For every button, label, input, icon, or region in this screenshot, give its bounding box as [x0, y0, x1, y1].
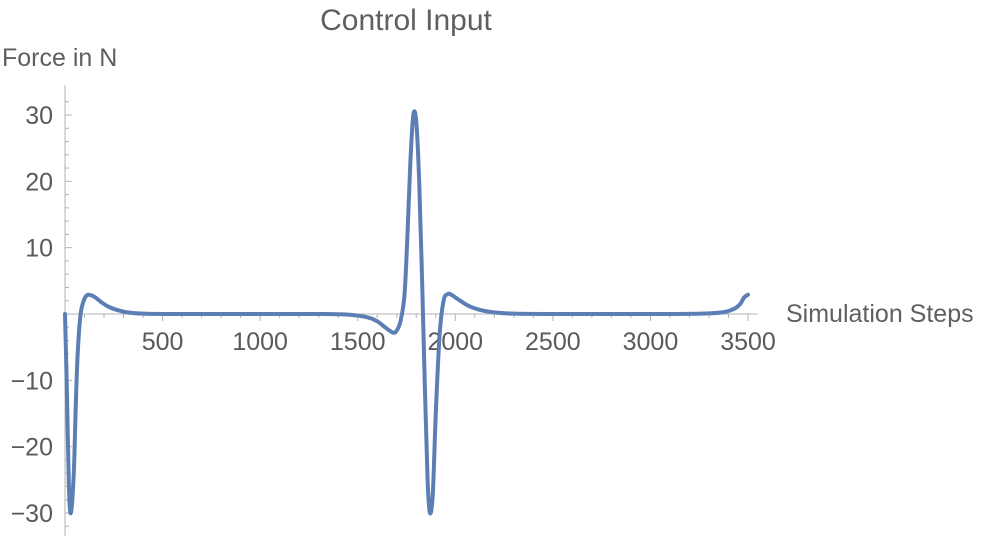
- y-tick-label: −30: [11, 500, 53, 528]
- y-tick-label: 30: [25, 102, 53, 130]
- y-tick-label: −20: [11, 434, 53, 462]
- x-tick-label: 2000: [427, 328, 483, 356]
- x-tick-label: 2500: [525, 328, 581, 356]
- x-axis-label: Simulation Steps: [786, 300, 974, 328]
- x-tick-label: 1000: [232, 328, 288, 356]
- y-tick-label: 20: [25, 168, 53, 196]
- x-tick-label: 3000: [623, 328, 679, 356]
- y-tick-label: −10: [11, 367, 53, 395]
- x-tick-label: 500: [142, 328, 184, 356]
- x-tick-label: 3500: [720, 328, 776, 356]
- series-line: [63, 109, 750, 516]
- y-tick-label: 10: [25, 235, 53, 263]
- chart-title: Control Input: [320, 4, 492, 37]
- x-tick-label: 1500: [330, 328, 386, 356]
- y-axis-label: Force in N: [2, 44, 118, 72]
